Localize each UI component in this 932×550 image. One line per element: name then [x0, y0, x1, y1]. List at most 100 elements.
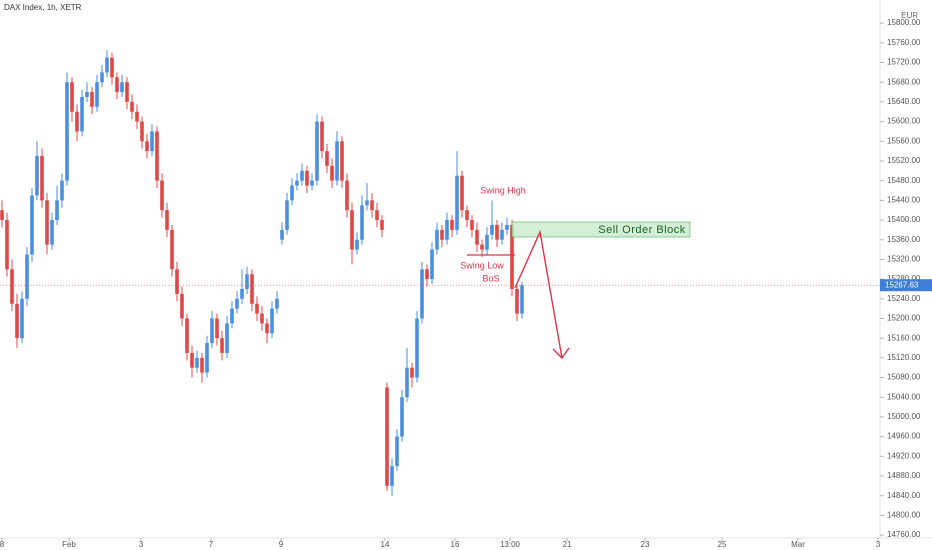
- candle-body: [160, 180, 164, 211]
- candle-body: [140, 121, 144, 142]
- candle-body: [310, 180, 314, 186]
- y-tick-label: 14800.00: [887, 510, 921, 519]
- candle-body: [100, 72, 104, 83]
- candle-body: [250, 274, 254, 304]
- candle-body: [155, 131, 159, 181]
- y-tick-label: 15600.00: [887, 117, 921, 126]
- candle-body: [435, 229, 439, 250]
- x-tick-label: Mar: [791, 540, 805, 549]
- arrow-head: [552, 347, 570, 360]
- y-tick-label: 15280.00: [887, 274, 921, 283]
- y-tick-label: 15040.00: [887, 392, 921, 401]
- candle-body: [475, 229, 479, 245]
- candle-body: [425, 269, 429, 280]
- candle-body: [395, 436, 399, 467]
- x-tick-label: 3: [139, 540, 144, 549]
- candle-body: [125, 82, 129, 102]
- y-tick-label: 15760.00: [887, 38, 921, 47]
- x-tick-label: 21: [563, 540, 572, 549]
- x-tick-label: Feb: [62, 540, 76, 549]
- candle-body: [235, 298, 239, 309]
- candle-body: [370, 200, 374, 211]
- candle-body: [515, 288, 519, 314]
- candle-body: [45, 200, 49, 245]
- y-tick-label: 15400.00: [887, 215, 921, 224]
- candle-body: [85, 92, 89, 97]
- candle-body: [20, 298, 24, 339]
- chart-title: DAX Index, 1h, XETR: [4, 3, 82, 12]
- candle-body: [440, 229, 444, 240]
- candle-body: [215, 318, 219, 339]
- candle-body: [330, 165, 334, 181]
- candle-body: [150, 131, 154, 152]
- y-tick-label: 15440.00: [887, 195, 921, 204]
- y-tick-label: 15680.00: [887, 77, 921, 86]
- x-tick-label: 16: [451, 540, 460, 549]
- candle-body: [240, 288, 244, 299]
- candle-body: [35, 156, 39, 196]
- y-tick-label: 15160.00: [887, 333, 921, 342]
- candle-body: [260, 313, 264, 324]
- candle-body: [175, 269, 179, 294]
- candle-body: [485, 234, 489, 250]
- candle-body: [55, 200, 59, 221]
- candle-body: [280, 229, 284, 240]
- candle-body: [305, 170, 309, 186]
- candle-body: [300, 170, 304, 181]
- last-price-label: 15267.63: [885, 280, 919, 289]
- candle-body: [450, 220, 454, 230]
- x-tick-label: 14: [381, 540, 390, 549]
- candle-body: [380, 220, 384, 230]
- candle-body: [75, 111, 79, 132]
- y-tick-label: 15720.00: [887, 58, 921, 67]
- candle-body: [455, 175, 459, 230]
- candle-body: [40, 156, 44, 201]
- candle-body: [205, 343, 209, 373]
- candle-body: [295, 180, 299, 186]
- y-tick-label: 15640.00: [887, 97, 921, 106]
- candle-body: [340, 141, 344, 181]
- candle-body: [80, 96, 84, 132]
- currency-label: EUR: [901, 11, 918, 20]
- candle-body: [400, 397, 404, 437]
- candle-body: [165, 210, 169, 230]
- candle-body: [50, 220, 54, 245]
- candle-body: [25, 254, 29, 299]
- order-block-label: Sell Order Block: [598, 224, 685, 236]
- candle-body: [0, 210, 4, 221]
- candle-body: [70, 82, 74, 112]
- candle-body: [410, 367, 414, 378]
- y-tick-label: 15200.00: [887, 314, 921, 323]
- candle-body: [325, 151, 329, 166]
- candle-body: [195, 357, 199, 368]
- x-tick-label: 8: [0, 540, 5, 549]
- candle-body: [315, 121, 319, 181]
- candle-body: [320, 121, 324, 152]
- candle-body: [130, 101, 134, 112]
- candle-body: [375, 210, 379, 221]
- candle-body: [120, 82, 124, 93]
- candle-body: [190, 352, 194, 368]
- order-block-zone: [511, 221, 691, 238]
- candle-body: [220, 338, 224, 353]
- swing-low-label: Swing Low: [460, 260, 504, 270]
- candle-body: [445, 220, 449, 240]
- candle-body: [430, 249, 434, 280]
- y-tick-label: 14880.00: [887, 471, 921, 480]
- candle-body: [470, 220, 474, 230]
- candle-body: [225, 323, 229, 353]
- candle-body: [365, 200, 369, 206]
- candle-body: [360, 205, 364, 240]
- candle-body: [275, 298, 279, 309]
- projection-arrow: [514, 229, 563, 359]
- candle-body: [10, 269, 14, 304]
- x-tick-label: 25: [718, 540, 727, 549]
- y-tick-label: 15000.00: [887, 412, 921, 421]
- y-tick-label: 15480.00: [887, 176, 921, 185]
- candle-body: [5, 220, 9, 270]
- y-tick-label: 15120.00: [887, 353, 921, 362]
- candle-body: [135, 111, 139, 122]
- candle-body: [270, 308, 274, 334]
